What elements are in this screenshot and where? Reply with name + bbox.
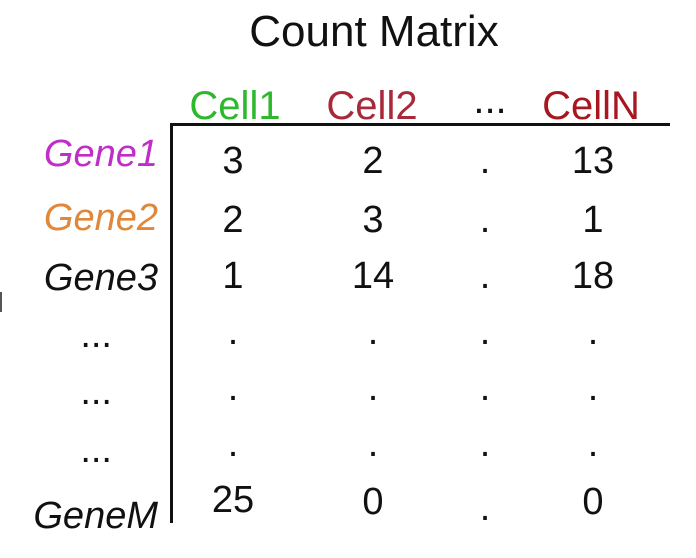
matrix-cell: 2: [222, 199, 244, 241]
column-header-cell2: Cell2: [326, 84, 418, 128]
matrix-cell: 13: [571, 140, 615, 182]
matrix-cell: 0: [362, 481, 384, 523]
matrix-cell: .: [479, 140, 491, 182]
column-header-ellipsis: ...: [473, 78, 507, 122]
matrix-cell: .: [587, 311, 599, 353]
matrix-cell: .: [479, 255, 491, 297]
matrix-cell: .: [227, 423, 239, 465]
row-label-gene2: Gene2: [43, 197, 158, 239]
header-divider: [172, 123, 670, 126]
matrix-cell: .: [479, 487, 491, 529]
matrix-cell: .: [227, 367, 239, 409]
matrix-cell: .: [227, 311, 239, 353]
row-label-gene1: Gene1: [43, 133, 158, 175]
matrix-cell: .: [587, 423, 599, 465]
matrix-cell: 1: [582, 199, 604, 241]
row-label-ellipsis: ...: [80, 371, 112, 413]
matrix-cell: .: [587, 367, 599, 409]
matrix-cell: .: [367, 311, 379, 353]
matrix-cell: .: [479, 423, 491, 465]
matrix-cell: 14: [351, 255, 395, 297]
matrix-cell: 25: [211, 479, 255, 521]
matrix-cell: 0: [582, 481, 604, 523]
matrix-cell: .: [367, 423, 379, 465]
matrix-cell: .: [479, 199, 491, 241]
matrix-cell: .: [367, 367, 379, 409]
matrix-cell: 3: [362, 199, 384, 241]
row-label-ellipsis: ...: [80, 314, 112, 356]
column-header-celln: CellN: [542, 84, 640, 128]
matrix-cell: .: [479, 367, 491, 409]
matrix-cell: 3: [222, 140, 244, 182]
row-label-gene3: Gene3: [43, 257, 158, 299]
matrix-cell: 18: [571, 255, 615, 297]
row-label-ellipsis: ...: [80, 429, 112, 471]
column-header-cell1: Cell1: [189, 84, 281, 128]
row-label-divider: [170, 123, 173, 523]
row-label-genem: GeneM: [33, 495, 158, 537]
matrix-cell: 2: [362, 140, 384, 182]
matrix-title: Count Matrix: [249, 7, 499, 56]
matrix-cell: 1: [222, 255, 244, 297]
matrix-cell: .: [479, 311, 491, 353]
edge-tick: [0, 292, 2, 312]
